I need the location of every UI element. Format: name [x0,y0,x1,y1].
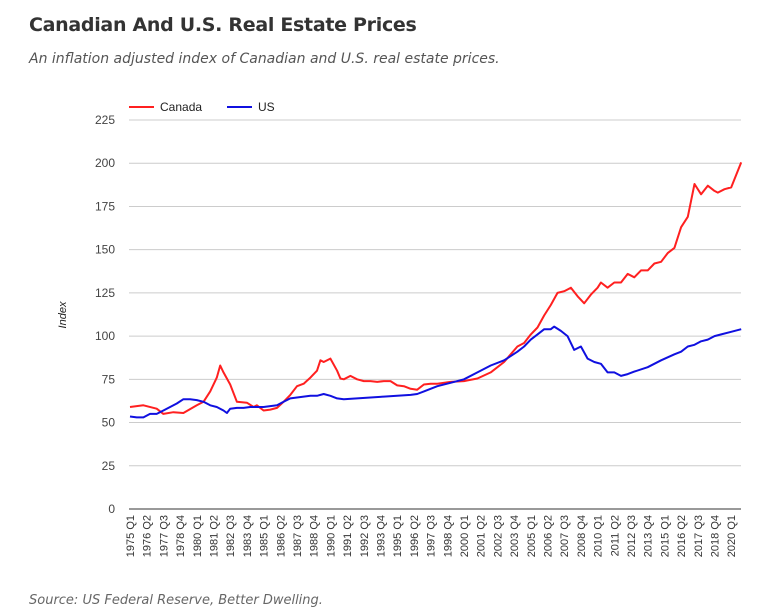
y-tick-label: 75 [102,372,116,386]
x-tick-label: 2005 Q1 [526,515,538,557]
x-tick-label: 1988 Q4 [309,515,321,557]
x-tick-label: 2015 Q1 [659,515,671,557]
gridlines [129,119,741,510]
x-tick-label: 2017 Q3 [693,515,705,557]
x-tick-label: 1985 Q1 [259,515,271,557]
x-tick-label: 1995 Q1 [392,515,404,557]
x-tick-label: 1982 Q3 [225,515,237,557]
x-tick-label: 1993 Q4 [376,515,388,557]
legend-item-canada: Canada [129,100,202,114]
y-tick-label: 150 [95,243,115,257]
source-note: Source: US Federal Reserve, Better Dwell… [29,593,323,608]
legend-label: Canada [160,100,202,114]
x-tick-label: 1992 Q3 [359,515,371,557]
x-tick-label: 2010 Q1 [593,515,605,557]
x-tick-label: 1986 Q2 [275,515,287,557]
x-tick-label: 1976 Q2 [142,515,154,557]
x-tick-label: 1980 Q1 [192,515,204,557]
x-tick-label: 1998 Q4 [442,515,454,557]
x-tick-label: 1983 Q4 [242,515,254,557]
x-tick-label: 2013 Q4 [643,515,655,557]
x-tick-label: 2001 Q2 [476,515,488,557]
y-axis-ticks: 0 25 50 75 100 125 150 175 200 225 [95,113,115,516]
series-lines [129,162,743,419]
y-tick-label: 225 [95,113,115,127]
y-tick-label: 125 [95,286,115,300]
x-tick-label: 2002 Q3 [492,515,504,557]
x-tick-label: 2000 Q1 [459,515,471,557]
x-tick-label: 1987 Q3 [292,515,304,557]
chart-subtitle: An inflation adjusted index of Canadian … [29,51,500,67]
x-tick-label: 1977 Q3 [158,515,170,557]
x-tick-label: 2020 Q1 [726,515,738,557]
legend: Canada US [129,100,275,114]
x-tick-label: 2016 Q2 [676,515,688,557]
y-tick-label: 0 [108,502,115,516]
x-tick-label: 1978 Q4 [175,515,187,557]
y-tick-label: 175 [95,199,115,213]
x-tick-label: 1991 Q2 [342,515,354,557]
x-tick-label: 2003 Q4 [509,515,521,557]
y-tick-label: 50 [102,416,116,430]
y-tick-label: 200 [95,156,115,170]
x-tick-label: 1997 Q3 [426,515,438,557]
legend-item-us: US [227,100,275,114]
x-tick-label: 1996 Q2 [409,515,421,557]
chart-title: Canadian And U.S. Real Estate Prices [29,14,417,36]
y-axis-label: Index [57,301,69,328]
x-tick-label: 2007 Q3 [559,515,571,557]
x-axis-ticks: 1975 Q1 1976 Q2 1977 Q3 1978 Q4 1980 Q1 1981 … [125,515,738,557]
x-tick-label: 1975 Q1 [125,515,137,557]
y-tick-label: 25 [102,459,116,473]
legend-label: US [258,100,275,114]
x-tick-label: 2018 Q4 [710,515,722,557]
x-tick-label: 2006 Q2 [543,515,555,557]
x-tick-label: 2008 Q4 [576,515,588,557]
y-tick-label: 100 [95,329,115,343]
x-tick-label: 2011 Q2 [609,515,621,556]
series-line-canada [129,162,743,415]
x-tick-label: 1981 Q2 [209,515,221,557]
series-line-us [129,325,742,419]
x-tick-label: 1990 Q1 [325,515,337,557]
x-tick-label: 2012 Q3 [626,515,638,557]
